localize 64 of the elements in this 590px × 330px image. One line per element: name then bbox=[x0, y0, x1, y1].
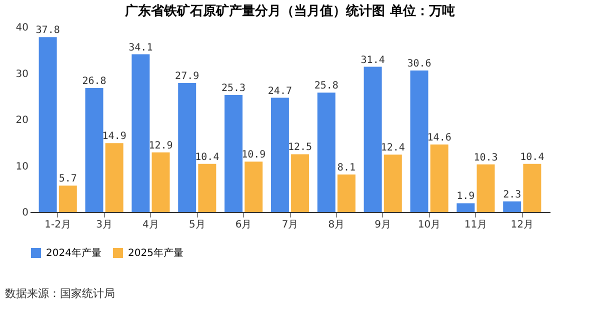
y-tick-label: 40 bbox=[16, 22, 28, 34]
legend-label: 2024年产量 bbox=[46, 247, 102, 259]
data-label: 25.3 bbox=[221, 82, 246, 94]
bar bbox=[105, 143, 124, 212]
bar bbox=[58, 186, 77, 212]
x-tick-label: 8月 bbox=[328, 220, 345, 230]
bar bbox=[38, 37, 57, 212]
data-label: 25.8 bbox=[314, 80, 338, 92]
x-tick-label: 3月 bbox=[96, 220, 112, 230]
bar bbox=[430, 144, 448, 212]
x-tick-label: 4月 bbox=[142, 220, 159, 230]
data-label: 10.4 bbox=[520, 152, 544, 163]
bar bbox=[198, 164, 216, 212]
data-label: 10.9 bbox=[242, 150, 266, 161]
bar bbox=[291, 154, 310, 212]
source-note: 数据来源：国家统计局 bbox=[5, 287, 115, 300]
data-label: 12.4 bbox=[380, 142, 405, 154]
x-tick-label: 7月 bbox=[282, 220, 298, 230]
y-tick-label: 0 bbox=[22, 208, 28, 218]
bar bbox=[244, 162, 263, 212]
bar bbox=[523, 164, 542, 212]
data-label: 1.9 bbox=[456, 191, 475, 202]
y-tick-label: 30 bbox=[16, 68, 28, 80]
bar bbox=[456, 203, 475, 212]
x-tick-label: 12月 bbox=[510, 220, 534, 230]
data-label: 5.7 bbox=[58, 174, 77, 185]
bar bbox=[85, 88, 104, 212]
data-label: 27.9 bbox=[175, 70, 200, 82]
data-label: 31.4 bbox=[360, 54, 385, 66]
x-tick-label: 10月 bbox=[418, 220, 441, 230]
bar bbox=[337, 174, 356, 212]
bar bbox=[476, 164, 495, 212]
bar bbox=[384, 154, 402, 212]
x-tick-label: 6月 bbox=[235, 220, 252, 230]
bar bbox=[410, 70, 428, 212]
data-label: 30.6 bbox=[407, 58, 432, 70]
bar bbox=[152, 152, 170, 212]
data-label: 34.1 bbox=[128, 42, 153, 54]
bar bbox=[132, 54, 150, 212]
x-tick-label: 1-2月 bbox=[44, 220, 72, 230]
chart-title: 广东省铁矿石原矿产量分月（当月值）统计图 单位：万吨 bbox=[124, 3, 455, 19]
data-label: 10.3 bbox=[474, 152, 498, 164]
data-label: 8.1 bbox=[337, 162, 356, 174]
legend-label: 2025年产量 bbox=[128, 247, 184, 259]
y-tick-label: 20 bbox=[16, 115, 28, 126]
bar bbox=[178, 82, 196, 212]
data-label: 10.4 bbox=[195, 152, 220, 163]
data-label: 12.9 bbox=[148, 140, 173, 152]
x-tick-label: 5月 bbox=[188, 220, 206, 230]
x-tick-label: 11月 bbox=[464, 220, 488, 230]
bar bbox=[317, 92, 336, 212]
bar bbox=[270, 98, 289, 212]
bar bbox=[364, 66, 382, 212]
bar bbox=[503, 201, 522, 212]
data-label: 37.8 bbox=[36, 25, 60, 36]
data-label: 14.6 bbox=[427, 132, 452, 144]
data-label: 26.8 bbox=[82, 76, 106, 88]
bar bbox=[224, 94, 243, 212]
x-tick-label: 9月 bbox=[374, 220, 392, 230]
data-label: 24.7 bbox=[268, 86, 292, 97]
data-label: 14.9 bbox=[102, 131, 126, 142]
y-tick-label: 10 bbox=[16, 161, 28, 172]
data-label: 2.3 bbox=[503, 189, 522, 200]
data-label: 12.5 bbox=[288, 142, 312, 154]
